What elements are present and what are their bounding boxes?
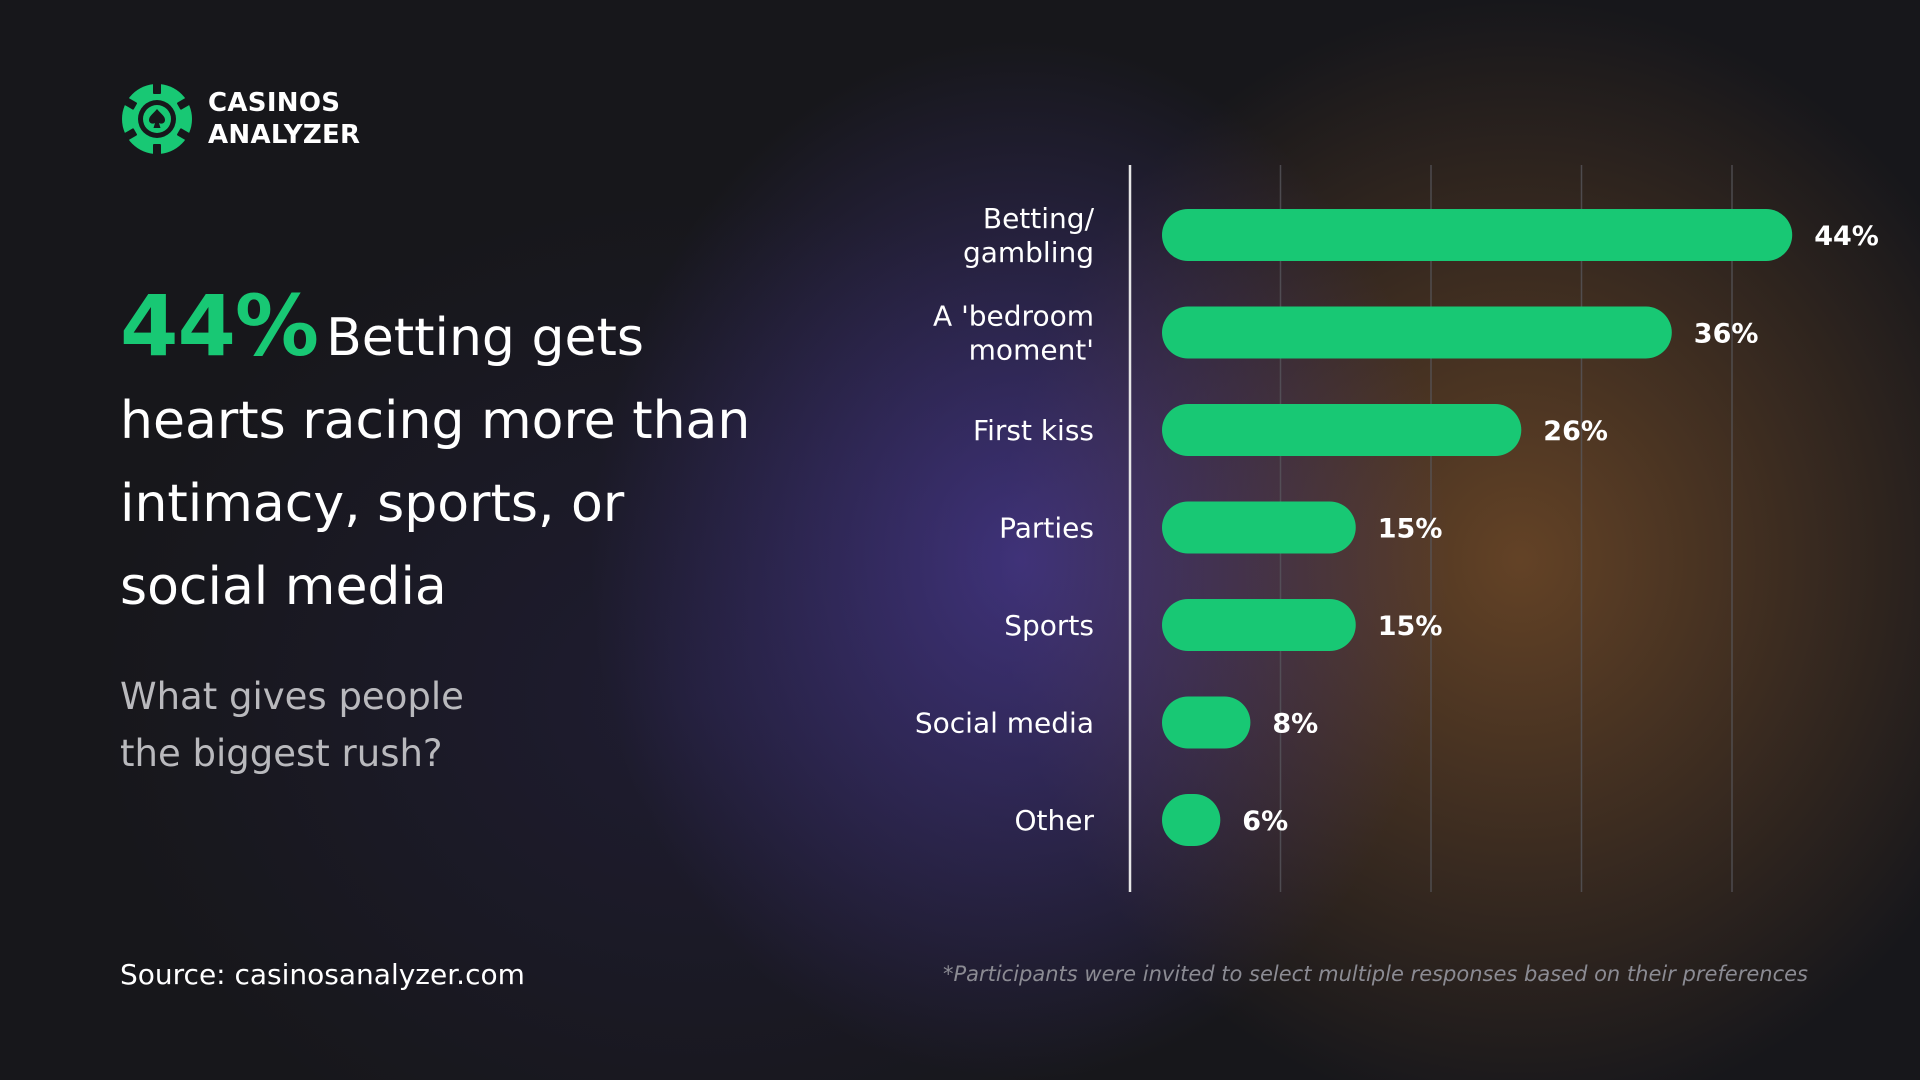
- brand-name-line-1: CASINOS: [208, 88, 341, 118]
- category-label-line: Sports: [1004, 609, 1094, 642]
- category-label: Social media: [915, 707, 1094, 740]
- bar-value-label: 15%: [1378, 611, 1443, 642]
- category-label-line: Social media: [915, 707, 1094, 740]
- bar-value-label: 44%: [1814, 221, 1879, 252]
- category-label-line: First kiss: [973, 414, 1094, 447]
- category-label-line: Betting/: [983, 202, 1095, 235]
- subtitle-line-1: What gives people: [120, 675, 464, 718]
- category-label: Betting/gambling: [963, 202, 1095, 269]
- category-label: Parties: [999, 512, 1094, 545]
- headline: 44% Betting gets hearts racing more than …: [120, 284, 760, 629]
- category-label-line: gambling: [963, 236, 1094, 269]
- bar: [1162, 794, 1221, 846]
- category-label: A 'bedroom moment': [933, 300, 1094, 367]
- category-label-line: A 'bedroom: [933, 300, 1094, 333]
- subtitle: What gives people the biggest rush?: [120, 668, 540, 782]
- category-label: Sports: [1004, 609, 1094, 642]
- brand-name: CASINOS ANALYZER: [208, 87, 360, 151]
- bar-chart: 44% Betting/gambling 36% A 'bedroom moment' 2…: [915, 165, 1879, 892]
- bar: [1162, 306, 1672, 359]
- category-label: First kiss: [973, 414, 1094, 447]
- brand-logo: CASINOS ANALYZER: [120, 82, 360, 156]
- brand-name-line-2: ANALYZER: [208, 120, 361, 150]
- bar: [1162, 501, 1356, 554]
- source-credit: Source: casinosanalyzer.com: [120, 958, 525, 991]
- bar: [1162, 599, 1356, 651]
- category-label-line: Other: [1014, 804, 1094, 837]
- bar-value-label: 26%: [1543, 416, 1608, 447]
- headline-text: Betting gets hearts racing more than int…: [120, 308, 751, 617]
- subtitle-line-2: the biggest rush?: [120, 732, 443, 775]
- bar: [1162, 696, 1251, 749]
- category-label: Other: [1014, 804, 1094, 837]
- category-label-line: moment': [969, 334, 1094, 367]
- bar: [1162, 209, 1793, 261]
- footnote: *Participants were invited to select mul…: [942, 962, 1808, 986]
- bar-value-label: 8%: [1272, 709, 1318, 740]
- headline-highlight-stat: 44%: [120, 277, 319, 375]
- poker-chip-spade-icon: [122, 83, 192, 155]
- category-label-line: Parties: [999, 512, 1094, 545]
- bar-value-label: 36%: [1694, 319, 1759, 350]
- bar-value-label: 6%: [1242, 806, 1288, 837]
- bar-value-label: 15%: [1378, 514, 1443, 545]
- bar: [1162, 404, 1522, 456]
